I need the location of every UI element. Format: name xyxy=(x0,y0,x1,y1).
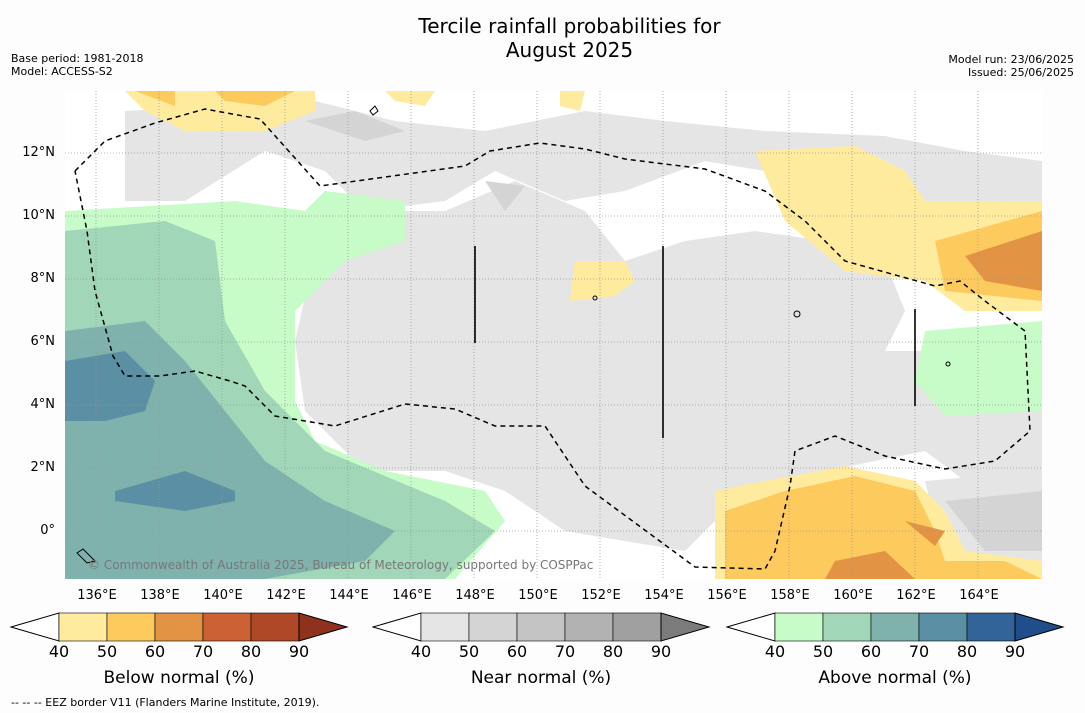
colorbar-title: Above normal (%) xyxy=(818,668,972,688)
islands xyxy=(76,105,951,564)
colorbar-tick: 40 xyxy=(764,642,786,661)
colorbar-segment xyxy=(612,612,662,642)
lon-label: 142°E xyxy=(266,588,306,603)
colorbar-below-normal-svg xyxy=(10,612,349,642)
title-line-1: Tercile rainfall probabilities for xyxy=(418,14,721,38)
colorbar-tick: 60 xyxy=(506,642,528,661)
lon-label: 144°E xyxy=(329,588,369,603)
lon-label: 138°E xyxy=(140,588,180,603)
lon-label: 156°E xyxy=(707,588,747,603)
colorbar-segment xyxy=(58,612,108,642)
title-line-2: August 2025 xyxy=(505,38,634,62)
colorbar-tick: 60 xyxy=(860,642,882,661)
colorbar-segment xyxy=(250,612,300,642)
colorbar-tick: 80 xyxy=(240,642,262,661)
lon-label: 150°E xyxy=(518,588,558,603)
below-normal-central xyxy=(570,261,635,301)
colorbar-segment xyxy=(468,612,518,642)
lat-label: 2°N xyxy=(30,460,56,475)
lat-label: 10°N xyxy=(22,208,55,223)
lon-label: 158°E xyxy=(770,588,810,603)
colorbar-tick: 90 xyxy=(288,642,310,661)
run-info: Model run: 23/06/2025 Issued: 25/06/2025 xyxy=(948,53,1074,79)
lat-label: 6°N xyxy=(30,334,56,349)
colorbar-segment xyxy=(870,612,920,642)
lon-label: 148°E xyxy=(455,588,495,603)
graticule xyxy=(65,91,1042,579)
colorbar-over-triangle xyxy=(1014,612,1065,642)
lon-label: 162°E xyxy=(896,588,936,603)
colorbar-tick: 40 xyxy=(48,642,70,661)
colorbar-tick: 50 xyxy=(96,642,118,661)
base-period-info: Base period: 1981-2018 Model: ACCESS-S2 xyxy=(11,52,143,78)
lon-label: 160°E xyxy=(833,588,873,603)
probability-map xyxy=(65,91,1042,579)
lon-label: 152°E xyxy=(581,588,621,603)
colorbar-over-triangle xyxy=(660,612,711,642)
base-period: Base period: 1981-2018 xyxy=(11,52,144,65)
issued-date: Issued: 25/06/2025 xyxy=(967,66,1074,79)
colorbar-segment xyxy=(822,612,872,642)
colorbar-over-triangle xyxy=(298,612,349,642)
lat-label: 12°N xyxy=(22,145,55,160)
lon-label: 136°E xyxy=(77,588,117,603)
colorbar-tick: 70 xyxy=(192,642,214,661)
colorbar-tick: 70 xyxy=(554,642,576,661)
below-normal-north-darker xyxy=(135,91,295,106)
colorbar-segment xyxy=(106,612,156,642)
colorbar-tick: 50 xyxy=(458,642,480,661)
lon-label: 164°E xyxy=(959,588,999,603)
model-name: Model: ACCESS-S2 xyxy=(11,65,113,78)
colorbar-segment xyxy=(154,612,204,642)
copyright-notice: © Commonwealth of Australia 2025, Bureau… xyxy=(88,558,594,572)
lon-label: 154°E xyxy=(644,588,684,603)
eez-footnote: -- -- -- EEZ border V11 (Flanders Marine… xyxy=(11,696,320,709)
colorbar-tick: 60 xyxy=(144,642,166,661)
colorbar-tick: 90 xyxy=(650,642,672,661)
colorbar-tick: 70 xyxy=(908,642,930,661)
eez-border xyxy=(74,108,1031,570)
boundary-lines xyxy=(474,246,916,438)
below-normal-yellow-tiny xyxy=(385,91,585,111)
map-title: Tercile rainfall probabilities for Augus… xyxy=(0,14,1085,62)
colorbar-near-normal-svg xyxy=(372,612,711,642)
colorbar-segment xyxy=(202,612,252,642)
colorbar-under-triangle xyxy=(726,612,776,642)
colorbar-segment xyxy=(420,612,470,642)
colorbar-tick: 80 xyxy=(602,642,624,661)
below-normal-northeast-dark xyxy=(965,231,1042,291)
below-normal-southeast-mid xyxy=(725,476,1042,579)
colorbar-segment xyxy=(774,612,824,642)
above-normal-70 xyxy=(65,351,235,511)
lat-label: 8°N xyxy=(30,271,56,286)
model-run-date: Model run: 23/06/2025 xyxy=(948,53,1074,66)
colorbar-tick: 80 xyxy=(956,642,978,661)
near-normal-region-central xyxy=(295,181,1042,551)
colorbar-tick: 40 xyxy=(410,642,432,661)
colorbar-segment xyxy=(918,612,968,642)
colorbar-tick: 50 xyxy=(812,642,834,661)
colorbar-segment xyxy=(516,612,566,642)
colorbar-under-triangle xyxy=(372,612,422,642)
lat-label: 0° xyxy=(40,523,55,538)
map-svg xyxy=(65,91,1042,579)
colorbar-title: Near normal (%) xyxy=(470,668,612,688)
below-normal-southeast-dark xyxy=(825,521,945,579)
colorbar-under-triangle xyxy=(10,612,60,642)
near-normal-darker xyxy=(305,111,1042,551)
colorbar-segment xyxy=(966,612,1016,642)
lon-label: 146°E xyxy=(392,588,432,603)
colorbar-tick: 90 xyxy=(1004,642,1026,661)
colorbar-segment xyxy=(564,612,614,642)
lat-label: 4°N xyxy=(30,397,56,412)
colorbar-above-normal-svg xyxy=(726,612,1065,642)
lon-label: 140°E xyxy=(203,588,243,603)
above-normal-east xyxy=(915,321,1042,416)
colorbar-title: Below normal (%) xyxy=(103,668,255,688)
